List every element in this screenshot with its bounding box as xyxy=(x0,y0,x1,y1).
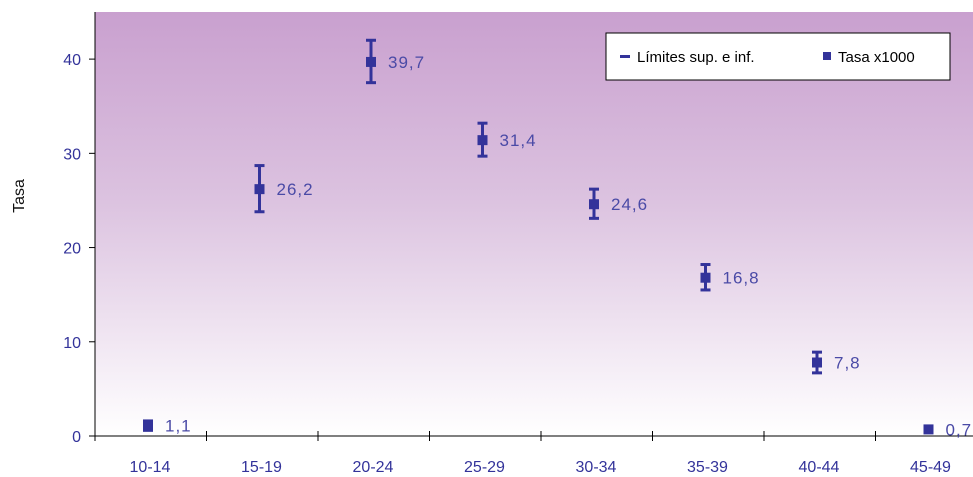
legend: Límites sup. e inf. Tasa x1000 xyxy=(605,32,951,81)
data-point-marker xyxy=(923,424,934,435)
legend-limits-symbol xyxy=(620,55,630,58)
y-tick-label: 20 xyxy=(63,241,81,258)
y-tick-label: 0 xyxy=(72,429,81,446)
legend-box xyxy=(605,32,951,81)
legend-rate-symbol xyxy=(823,52,831,60)
x-tick-label: 40-44 xyxy=(799,459,840,476)
y-tick-label: 10 xyxy=(63,335,81,352)
data-label: 16,8 xyxy=(723,269,760,288)
x-ticks: 10-14 15-19 20-24 25-29 30-34 35-39 40-44 45-49 xyxy=(94,431,951,476)
data-label: 7,8 xyxy=(834,354,861,373)
x-tick-label: 45-49 xyxy=(910,459,951,476)
x-tick-label: 25-29 xyxy=(464,459,505,476)
legend-rate-label: Tasa x1000 xyxy=(838,49,915,66)
y-tick-label: 30 xyxy=(63,146,81,163)
data-point-marker xyxy=(812,357,822,368)
x-tick-label: 10-14 xyxy=(130,459,171,476)
y-tick-label: 40 xyxy=(63,52,81,69)
x-tick-label: 20-24 xyxy=(353,459,394,476)
data-label: 24,6 xyxy=(611,195,648,214)
markers xyxy=(143,56,934,435)
data-point-marker xyxy=(143,420,153,431)
legend-limits-label: Límites sup. e inf. xyxy=(637,49,755,66)
data-point-marker xyxy=(477,135,488,146)
x-tick-label: 35-39 xyxy=(687,459,728,476)
data-label: 31,4 xyxy=(500,131,537,150)
data-point-marker xyxy=(366,56,376,67)
data-label: 26,2 xyxy=(277,180,314,199)
data-point-marker xyxy=(700,272,711,283)
x-tick-label: 15-19 xyxy=(241,459,282,476)
data-label: 1,1 xyxy=(165,417,192,436)
y-axis-title: Tasa xyxy=(11,179,28,213)
data-label: 39,7 xyxy=(388,53,425,72)
plot-area xyxy=(95,12,973,436)
data-label: 0,7 xyxy=(946,420,973,439)
x-tick-label: 30-34 xyxy=(576,459,617,476)
data-point-marker xyxy=(589,199,599,210)
data-point-marker xyxy=(254,184,265,195)
data-labels: 1,1 26,2 39,7 31,4 24,6 16,8 7,8 0,7 xyxy=(165,53,973,439)
y-ticks: 0 10 20 30 40 xyxy=(63,52,95,446)
